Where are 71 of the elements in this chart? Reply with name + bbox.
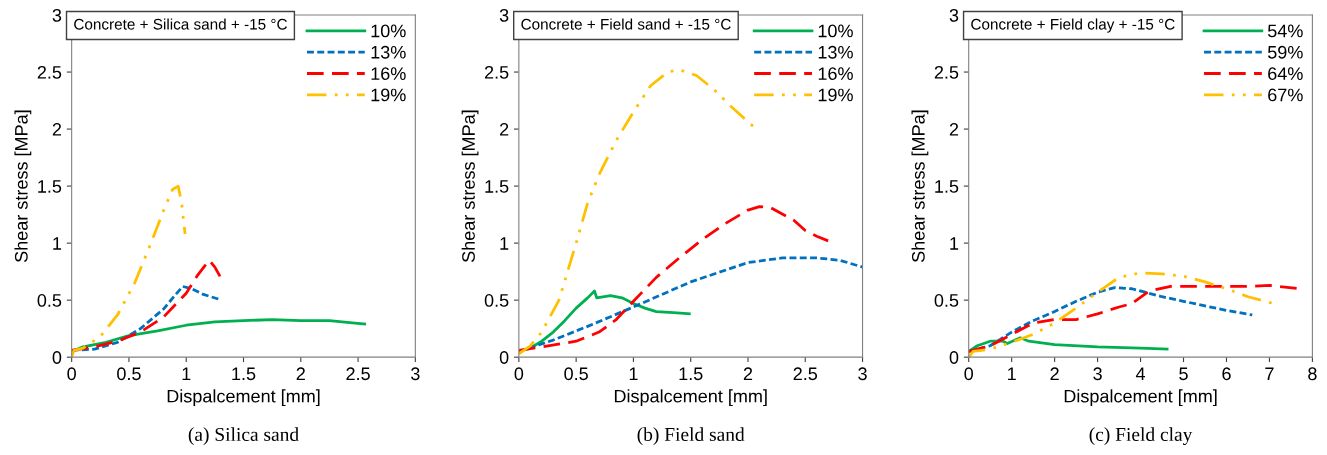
x-tick-label: 1.5 [679, 367, 703, 381]
x-tick-label: 1 [1008, 367, 1016, 380]
y-tick-label: 0.5 [934, 294, 959, 307]
x-tick-label: 1 [182, 367, 191, 380]
x-tick-label: 2 [1050, 367, 1059, 380]
text: (b) Field sand [637, 427, 745, 445]
y-tick-label: 3 [949, 8, 959, 22]
x-tick-label: 2 [743, 367, 753, 380]
legend-label: 59% [1267, 45, 1303, 59]
y-tick-label: 1 [500, 237, 509, 250]
line-series [71, 184, 187, 358]
y-tick-label: 1.5 [485, 180, 509, 193]
x-tick-label: 2 [296, 367, 305, 380]
x-tick-label: 4 [1135, 367, 1146, 380]
y-tick-label: 0 [949, 351, 959, 364]
x-tick-label: 0 [964, 367, 974, 381]
y-tick-label: 0 [499, 351, 509, 364]
legend-label: 19% [371, 88, 406, 102]
legend-label: 64% [1268, 67, 1303, 80]
x-tick-label: 6 [1222, 367, 1231, 381]
y-tick-label: 2 [52, 123, 62, 136]
x-tick-label: 3 [858, 367, 867, 381]
y-tick-label: 2 [500, 123, 509, 136]
legend-label: 54% [1267, 24, 1303, 38]
legend-label: 13% [371, 45, 406, 59]
x-tick-label: 3 [411, 367, 420, 381]
legend-label: 10% [818, 24, 853, 38]
y-tick-label: 2.5 [934, 65, 959, 79]
legend-label: 13% [818, 45, 853, 59]
legend-label: 67% [1268, 88, 1303, 102]
y-tick-label: 0 [52, 351, 62, 364]
line-series [518, 205, 830, 352]
x-tick-label: 0.5 [564, 367, 588, 381]
x-tick-label: 3 [1093, 367, 1102, 381]
x-axis-title: Dispalcement [mm] [167, 389, 320, 407]
x-tick-label: 2.5 [346, 367, 370, 381]
x-axis-title: Dispalcement [mm] [614, 389, 767, 407]
x-tick-label: 5 [1179, 367, 1188, 381]
y-tick-label: 1.5 [38, 180, 62, 193]
x-tick-label: 0 [514, 367, 524, 381]
y-axis-title: Shear stress [MPa] [911, 110, 929, 263]
x-tick-label: 8 [1308, 367, 1317, 381]
x-tick-label: 0 [67, 367, 76, 381]
y-tick-label: 1.5 [935, 180, 959, 193]
legend-label: 16% [818, 67, 853, 80]
annotation: Concrete + Field clay + -15 °C [971, 18, 1175, 33]
y-tick-label: 2.5 [37, 65, 62, 79]
x-tick-label: 2.5 [793, 367, 818, 381]
y-axis-title: Shear stress [MPa] [461, 110, 479, 263]
annotation: Concrete + Field sand + -15 °C [521, 18, 731, 30]
x-axis-title: Dispalcement [mm] [1064, 389, 1217, 407]
x-tick-label: 1.5 [232, 367, 256, 381]
text: (a) Silica sand [188, 427, 299, 445]
annotation: Concrete + Silica sand + -15 °C [74, 18, 287, 30]
legend-label: 19% [818, 88, 853, 102]
line-series [518, 68, 756, 356]
y-tick-label: 0.5 [37, 294, 62, 307]
y-tick-label: 1 [53, 237, 62, 250]
legend-label: 10% [371, 24, 406, 38]
legend-label: 16% [371, 67, 406, 80]
x-tick-label: 1 [629, 367, 638, 380]
y-tick-label: 2 [949, 123, 959, 136]
y-tick-label: 3 [499, 8, 509, 22]
y-tick-label: 0.5 [484, 294, 509, 307]
text: (c) Field clay [1089, 427, 1193, 446]
y-tick-label: 3 [52, 8, 62, 22]
x-tick-label: 7 [1265, 367, 1274, 380]
x-tick-label: 0.5 [117, 367, 141, 381]
y-axis-title: Shear stress [MPa] [14, 110, 32, 263]
y-tick-label: 1 [950, 237, 959, 250]
y-tick-label: 2.5 [484, 65, 509, 79]
